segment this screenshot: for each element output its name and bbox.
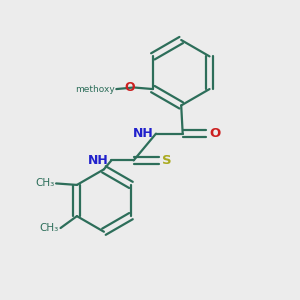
Text: CH₃: CH₃ bbox=[35, 178, 55, 188]
Text: S: S bbox=[162, 154, 172, 167]
Text: CH₃: CH₃ bbox=[40, 223, 59, 233]
Text: NH: NH bbox=[133, 127, 154, 140]
Text: O: O bbox=[209, 127, 221, 140]
Text: NH: NH bbox=[88, 154, 109, 167]
Text: O: O bbox=[124, 81, 135, 94]
Text: methoxy: methoxy bbox=[75, 85, 115, 94]
